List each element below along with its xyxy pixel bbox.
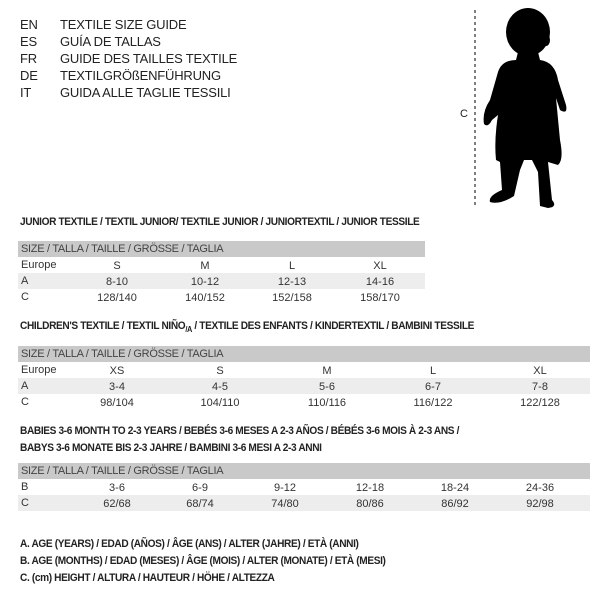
table-cell: 24-36 [525, 482, 555, 494]
table-cell: 7-8 [532, 381, 548, 393]
language-line: FR GUIDE DES TAILLES TEXTILE [20, 50, 237, 67]
language-code: ES [20, 34, 37, 49]
child-silhouette-icon [474, 8, 567, 208]
table-cell: 10-12 [190, 276, 220, 288]
figure-label-c: C [460, 108, 468, 120]
babies-title-line2: BABYS 3-6 MONATE BIS 2-3 JAHRE / BAMBINI… [20, 442, 322, 454]
table-row: C 128/140 140/152 152/158 158/170 [18, 289, 425, 305]
table-cell: S [113, 260, 121, 272]
table-cell: M [322, 365, 332, 377]
language-code: IT [20, 85, 32, 100]
junior-title: JUNIOR TEXTILE / TEXTIL JUNIOR/ TEXTILE … [20, 216, 420, 228]
legend-a: A. AGE (YEARS) / EDAD (AÑOS) / ÂGE (ANS)… [20, 538, 359, 550]
table-cell: 74/80 [271, 498, 299, 510]
table-row: B 3-6 6-9 9-12 12-18 18-24 24-36 [18, 479, 590, 495]
table-cell: 8-10 [105, 276, 129, 288]
table-cell: L [429, 365, 437, 377]
table-cell: 14-16 [365, 276, 395, 288]
table-cell: 6-7 [425, 381, 441, 393]
children-size-table: SIZE / TALLA / TAILLE / GRÖSSE / TAGLIA E… [18, 346, 590, 410]
language-title: GUÍA DE TALLAS [60, 34, 161, 49]
table-cell: 9-12 [273, 482, 297, 494]
table-cell: 12-13 [277, 276, 307, 288]
table-header: SIZE / TALLA / TAILLE / GRÖSSE / TAGLIA [18, 346, 590, 362]
table-header: SIZE / TALLA / TAILLE / GRÖSSE / TAGLIA [18, 463, 590, 479]
language-code: FR [20, 51, 37, 66]
row-label: C [21, 291, 29, 303]
table-cell: 5-6 [319, 381, 335, 393]
table-row: A 3-4 4-5 5-6 6-7 7-8 [18, 378, 590, 394]
table-cell: 128/140 [97, 292, 137, 304]
language-line: ES GUÍA DE TALLAS [20, 33, 161, 50]
row-label: Europe [21, 259, 57, 271]
row-label: A [21, 275, 29, 287]
table-row: C 98/104 104/110 110/116 116/122 122/128 [18, 394, 590, 410]
junior-size-table: SIZE / TALLA / TAILLE / GRÖSSE / TAGLIA E… [18, 241, 425, 305]
table-cell: 4-5 [212, 381, 228, 393]
row-label: Europe [21, 364, 57, 376]
language-title: GUIDA ALLE TAGLIE TESSILI [60, 85, 231, 100]
table-cell: XL [373, 260, 387, 272]
table-row: Europe S M L XL [18, 257, 425, 273]
table-cell: 80/86 [356, 498, 384, 510]
row-label: A [21, 380, 29, 392]
language-title: TEXTILE SIZE GUIDE [60, 17, 187, 32]
table-row: C 62/68 68/74 74/80 80/86 86/92 92/98 [18, 495, 590, 511]
table-row: A 8-10 10-12 12-13 14-16 [18, 273, 425, 289]
table-cell: 12-18 [355, 482, 385, 494]
children-title-main: CHILDREN'S TEXTILE / TEXTIL NIÑO [20, 320, 186, 332]
legend-b: B. AGE (MONTHS) / EDAD (MESES) / ÂGE (MO… [20, 555, 386, 567]
language-line: EN TEXTILE SIZE GUIDE [20, 16, 187, 33]
table-cell: L [288, 260, 296, 272]
children-title: CHILDREN'S TEXTILE / TEXTIL NIÑO/A / TEX… [20, 320, 474, 334]
table-cell: 62/68 [103, 498, 131, 510]
table-cell: 86/92 [441, 498, 469, 510]
language-title: TEXTILGRÖßENFÜHRUNG [60, 68, 221, 83]
table-cell: 3-4 [109, 381, 125, 393]
row-label: C [21, 497, 29, 509]
table-cell: 122/128 [520, 397, 560, 409]
table-cell: S [216, 365, 224, 377]
table-cell: 6-9 [192, 482, 208, 494]
babies-size-table: SIZE / TALLA / TAILLE / GRÖSSE / TAGLIA B… [18, 463, 590, 511]
table-row: Europe XS S M L XL [18, 362, 590, 378]
legend-c: C. (cm) HEIGHT / ALTURA / HAUTEUR / HÖHE… [20, 572, 275, 584]
table-cell: XS [109, 365, 125, 377]
table-cell: 92/98 [526, 498, 554, 510]
table-cell: 98/104 [100, 397, 134, 409]
children-title-sub: /A [185, 325, 192, 335]
babies-title-line1: BABIES 3-6 MONTH TO 2-3 YEARS / BEBÉS 3-… [20, 425, 460, 437]
children-title-rest: / TEXTILE DES ENFANTS / KINDERTEXTIL / B… [191, 320, 475, 332]
row-label: C [21, 396, 29, 408]
language-code: EN [20, 17, 38, 32]
table-cell: 158/170 [360, 292, 400, 304]
table-cell: 68/74 [186, 498, 214, 510]
language-code: DE [20, 68, 38, 83]
table-cell: 152/158 [272, 292, 312, 304]
language-line: DE TEXTILGRÖßENFÜHRUNG [20, 67, 221, 84]
table-cell: XL [533, 365, 547, 377]
table-cell: 116/122 [413, 397, 453, 409]
table-cell: 104/110 [200, 397, 240, 409]
row-label: B [21, 481, 29, 493]
table-cell: 3-6 [109, 482, 125, 494]
language-title: GUIDE DES TAILLES TEXTILE [60, 51, 238, 66]
table-cell: 140/152 [185, 292, 225, 304]
table-cell: 110/116 [307, 397, 347, 409]
table-cell: 18-24 [440, 482, 470, 494]
language-line: IT GUIDA ALLE TAGLIE TESSILI [20, 84, 231, 101]
table-cell: M [200, 260, 210, 272]
table-header: SIZE / TALLA / TAILLE / GRÖSSE / TAGLIA [18, 241, 425, 257]
